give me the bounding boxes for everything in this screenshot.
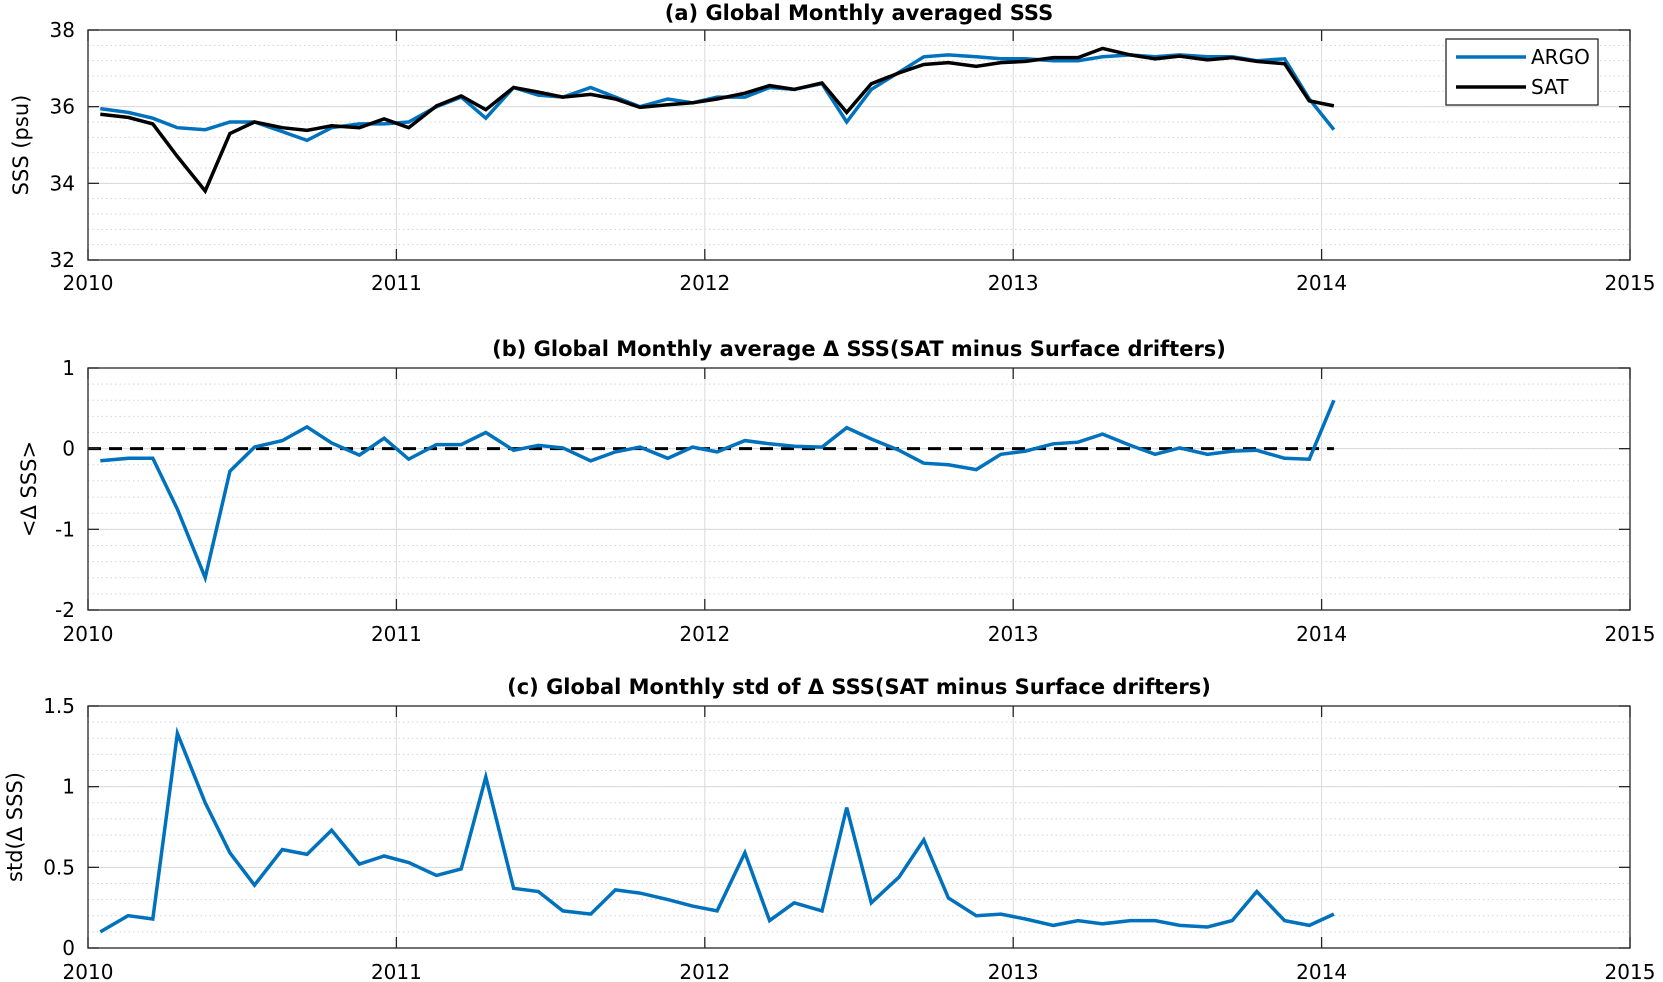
series-line-0 bbox=[100, 399, 1336, 584]
y-tick-label: 34 bbox=[50, 171, 75, 195]
chart-title: (c) Global Monthly std of Δ SSS(SAT minu… bbox=[507, 675, 1211, 699]
x-tick-label: 2010 bbox=[63, 622, 114, 646]
y-tick-label: 32 bbox=[50, 248, 75, 272]
x-tick-label: 2015 bbox=[1605, 960, 1656, 982]
x-tick-label: 2011 bbox=[371, 271, 422, 295]
y-tick-label: -1 bbox=[55, 517, 75, 541]
x-tick-label: 2010 bbox=[63, 960, 114, 982]
y-axis-label: SSS (psu) bbox=[9, 95, 33, 196]
x-tick-label: 2013 bbox=[988, 271, 1039, 295]
x-tick-label: 2012 bbox=[679, 622, 730, 646]
chart-title: (a) Global Monthly averaged SSS bbox=[665, 1, 1053, 25]
x-tick-label: 2011 bbox=[371, 960, 422, 982]
legend-label-sat: SAT bbox=[1531, 75, 1569, 99]
legend-box bbox=[1445, 38, 1599, 106]
series-line-sat bbox=[100, 46, 1335, 195]
plot-area-frame bbox=[87, 367, 1631, 611]
x-tick-label: 2013 bbox=[988, 960, 1039, 982]
chart-title: (b) Global Monthly average Δ SSS(SAT min… bbox=[492, 337, 1226, 361]
y-tick-label: 1 bbox=[62, 775, 75, 799]
y-tick-label: 0 bbox=[62, 437, 75, 461]
legend-label-argo: ARGO bbox=[1531, 45, 1590, 69]
x-tick-label: 2012 bbox=[679, 960, 730, 982]
y-tick-label: 1.5 bbox=[43, 694, 75, 718]
x-tick-label: 2011 bbox=[371, 622, 422, 646]
y-tick-label: 0.5 bbox=[43, 855, 75, 879]
y-axis-label: std(Δ SSS) bbox=[3, 772, 27, 882]
x-tick-label: 2015 bbox=[1605, 271, 1656, 295]
series-line-0 bbox=[99, 726, 1335, 934]
x-tick-label: 2014 bbox=[1296, 271, 1347, 295]
x-tick-label: 2014 bbox=[1296, 960, 1347, 982]
plot-area-frame bbox=[87, 705, 1631, 949]
y-tick-label: 36 bbox=[50, 95, 75, 119]
x-tick-label: 2014 bbox=[1296, 622, 1347, 646]
x-tick-label: 2013 bbox=[988, 622, 1039, 646]
x-tick-label: 2010 bbox=[63, 271, 114, 295]
y-tick-label: 0 bbox=[62, 936, 75, 960]
y-tick-label: 1 bbox=[62, 356, 75, 380]
y-axis-label: <Δ SSS> bbox=[17, 441, 41, 537]
x-tick-label: 2015 bbox=[1605, 622, 1656, 646]
y-tick-label: 38 bbox=[50, 18, 75, 42]
plot-area-frame bbox=[87, 29, 1631, 261]
y-tick-label: -2 bbox=[55, 598, 75, 622]
x-tick-label: 2012 bbox=[679, 271, 730, 295]
